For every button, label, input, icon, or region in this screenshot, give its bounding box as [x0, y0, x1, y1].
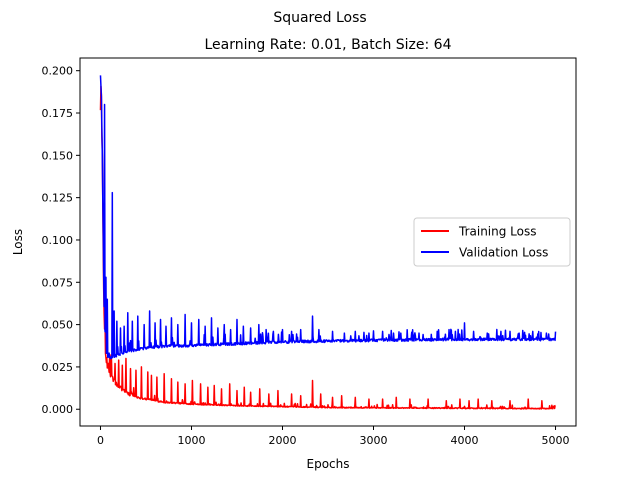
y-tick-label: 0.150 [42, 149, 74, 162]
x-tick-label: 4000 [451, 434, 479, 447]
x-tick-label: 3000 [360, 434, 388, 447]
plot-area-frame [79, 57, 577, 427]
y-tick-label: 0.100 [42, 234, 74, 247]
y-tick-label: 0.200 [42, 65, 74, 78]
legend: Training Loss Validation Loss [413, 217, 571, 267]
x-axis-ticks: 0 1000 2000 3000 4000 5000 [97, 426, 570, 447]
y-axis-label: Loss [11, 229, 25, 255]
x-tick-label: 5000 [542, 434, 570, 447]
y-tick-label: 0.000 [42, 403, 74, 416]
chart-suptitle: Squared Loss [273, 10, 366, 26]
y-tick-label: 0.025 [42, 361, 74, 374]
chart-title: Learning Rate: 0.01, Batch Size: 64 [205, 37, 452, 53]
x-axis-label: Epochs [307, 457, 350, 471]
y-axis-ticks: 0.000 0.025 0.050 0.075 0.100 0.125 0.150 0.175… [42, 65, 80, 416]
y-tick-label: 0.175 [42, 107, 74, 120]
legend-label-training: Training Loss [458, 225, 536, 239]
training-loss-line [99, 85, 556, 410]
validation-loss-line [99, 75, 557, 360]
x-tick-label: 2000 [268, 434, 296, 447]
legend-frame [413, 217, 571, 267]
x-tick-label: 1000 [177, 434, 205, 447]
x-tick-label: 0 [97, 434, 104, 447]
y-tick-label: 0.075 [42, 276, 74, 289]
y-tick-label: 0.050 [42, 319, 74, 332]
plot-series-group [99, 75, 557, 410]
y-tick-label: 0.125 [42, 192, 74, 205]
legend-label-validation: Validation Loss [459, 246, 548, 260]
